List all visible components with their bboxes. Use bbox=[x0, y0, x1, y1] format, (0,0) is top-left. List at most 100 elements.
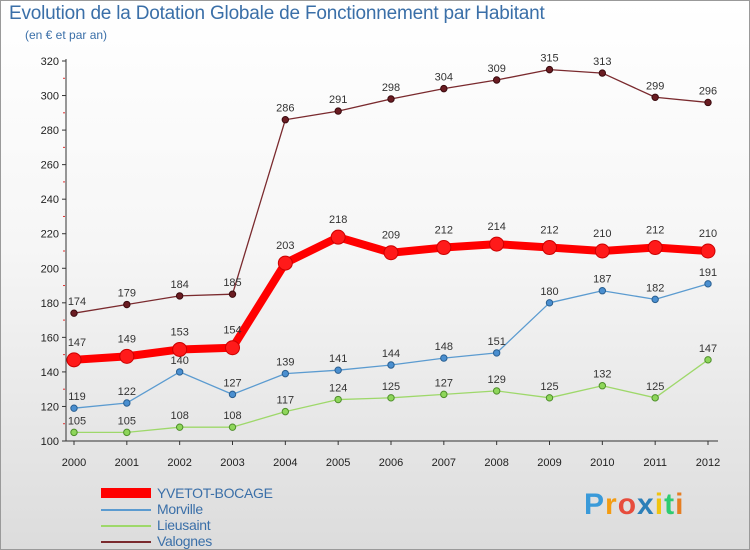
data-label-lieusaint: 108 bbox=[223, 410, 241, 422]
legend-item-morville: Morville bbox=[101, 501, 341, 518]
y-tick-label: 320 bbox=[41, 56, 59, 68]
data-point-morville bbox=[123, 399, 131, 407]
x-tick-label: 2010 bbox=[590, 457, 614, 469]
data-label-lieusaint: 105 bbox=[68, 415, 86, 427]
x-tick-label: 2002 bbox=[167, 457, 191, 469]
data-label-yvetot-bocage: 214 bbox=[487, 221, 505, 233]
y-tick-label: 140 bbox=[41, 367, 59, 379]
x-tick-label: 2012 bbox=[696, 457, 720, 469]
legend-swatch-morville bbox=[101, 509, 151, 511]
y-tick-label: 120 bbox=[41, 401, 59, 413]
data-point-yvetot-bocage bbox=[119, 348, 135, 364]
data-point-valognes bbox=[651, 93, 659, 101]
data-label-morville: 140 bbox=[170, 355, 188, 367]
data-point-valognes bbox=[545, 65, 554, 74]
data-point-morville bbox=[228, 390, 237, 399]
data-point-yvetot-bocage bbox=[330, 229, 346, 245]
x-tick-label: 2000 bbox=[62, 457, 86, 469]
data-point-morville bbox=[704, 280, 712, 288]
data-label-yvetot-bocage: 147 bbox=[68, 337, 86, 349]
x-tick-label: 2004 bbox=[273, 457, 297, 469]
data-label-morville: 182 bbox=[646, 282, 664, 294]
data-point-lieusaint bbox=[123, 428, 131, 437]
logo-letter: P bbox=[584, 488, 606, 521]
data-label-yvetot-bocage: 154 bbox=[223, 325, 241, 337]
data-label-valognes: 315 bbox=[540, 53, 558, 65]
data-label-yvetot-bocage: 212 bbox=[435, 225, 453, 237]
logo-letter: i bbox=[675, 488, 685, 521]
y-tick-label: 200 bbox=[41, 263, 59, 275]
legend-label-yvetot-bocage: YVETOT-BOCAGE bbox=[157, 485, 273, 501]
data-label-lieusaint: 117 bbox=[277, 395, 295, 407]
data-label-lieusaint: 129 bbox=[487, 374, 505, 386]
data-label-morville: 187 bbox=[593, 274, 611, 286]
data-point-yvetot-bocage bbox=[66, 352, 82, 368]
data-point-morville bbox=[545, 299, 554, 307]
data-point-morville bbox=[334, 366, 342, 374]
chart-subtitle: (en € et par an) bbox=[25, 28, 108, 42]
data-point-morville bbox=[387, 361, 395, 369]
data-point-yvetot-bocage bbox=[277, 255, 293, 271]
data-label-lieusaint: 125 bbox=[646, 381, 664, 393]
legend-label-morville: Morville bbox=[157, 501, 203, 517]
data-label-morville: 139 bbox=[276, 357, 294, 369]
legend-label-valognes: Valognes bbox=[157, 533, 212, 549]
data-label-morville: 122 bbox=[118, 386, 136, 398]
data-label-lieusaint: 132 bbox=[593, 369, 611, 381]
legend-item-valognes: Valognes bbox=[101, 533, 341, 549]
data-label-valognes: 309 bbox=[487, 63, 505, 75]
data-point-morville bbox=[440, 354, 448, 362]
data-label-valognes: 291 bbox=[329, 94, 347, 106]
data-point-valognes bbox=[228, 290, 237, 298]
x-tick-label: 2001 bbox=[115, 457, 139, 469]
data-point-valognes bbox=[598, 69, 607, 77]
data-point-lieusaint bbox=[598, 382, 607, 390]
chart-title: Evolution de la Dotation Globale de Fonc… bbox=[9, 3, 545, 24]
data-point-lieusaint bbox=[70, 428, 78, 437]
data-point-morville bbox=[651, 295, 659, 304]
logo-letter: x bbox=[637, 488, 655, 521]
x-tick-label: 2003 bbox=[220, 457, 244, 469]
y-tick-label: 100 bbox=[41, 436, 59, 448]
data-label-yvetot-bocage: 153 bbox=[170, 326, 188, 338]
data-label-valognes: 174 bbox=[68, 296, 86, 308]
y-tick-label: 180 bbox=[41, 298, 59, 310]
data-point-valognes bbox=[123, 300, 131, 309]
data-point-yvetot-bocage bbox=[594, 243, 610, 259]
data-point-valognes bbox=[704, 98, 712, 107]
data-point-lieusaint bbox=[228, 423, 237, 431]
data-point-lieusaint bbox=[545, 394, 554, 402]
data-label-lieusaint: 108 bbox=[170, 410, 188, 422]
y-tick-label: 240 bbox=[41, 194, 59, 206]
logo-letter: o bbox=[617, 488, 638, 521]
data-label-valognes: 184 bbox=[170, 279, 188, 291]
data-label-yvetot-bocage: 212 bbox=[646, 225, 664, 237]
x-tick-label: 2008 bbox=[484, 457, 508, 469]
data-label-valognes: 185 bbox=[223, 277, 241, 289]
data-point-valognes bbox=[334, 107, 342, 115]
data-label-morville: 180 bbox=[540, 286, 558, 298]
data-point-lieusaint bbox=[334, 395, 342, 404]
data-point-morville bbox=[175, 368, 184, 376]
data-label-yvetot-bocage: 203 bbox=[276, 240, 294, 252]
data-point-lieusaint bbox=[387, 394, 395, 402]
data-point-morville bbox=[281, 369, 290, 378]
legend-swatch-yvetot-bocage bbox=[101, 488, 151, 498]
data-point-yvetot-bocage bbox=[489, 236, 505, 252]
data-point-valognes bbox=[387, 95, 395, 103]
y-tick-label: 160 bbox=[41, 332, 59, 344]
x-tick-label: 2009 bbox=[537, 457, 561, 469]
data-point-lieusaint bbox=[704, 356, 712, 364]
x-tick-label: 2011 bbox=[643, 457, 667, 469]
data-point-yvetot-bocage bbox=[542, 240, 557, 256]
data-point-morville bbox=[492, 349, 501, 357]
data-label-valognes: 313 bbox=[593, 56, 611, 68]
legend-item-lieusaint: Lieusaint bbox=[101, 517, 341, 534]
proxiti-logo: Proxiti bbox=[584, 488, 684, 522]
data-label-yvetot-bocage: 149 bbox=[118, 333, 136, 345]
axes: 100 120 140 160 180 200 220 240 260 280 300 320 2000… bbox=[41, 56, 721, 469]
data-labels: 174 179 184 185 286 291 298 304 309 315 313 299 296 1… bbox=[68, 53, 717, 428]
data-label-lieusaint: 125 bbox=[540, 381, 558, 393]
data-label-morville: 148 bbox=[435, 341, 453, 353]
